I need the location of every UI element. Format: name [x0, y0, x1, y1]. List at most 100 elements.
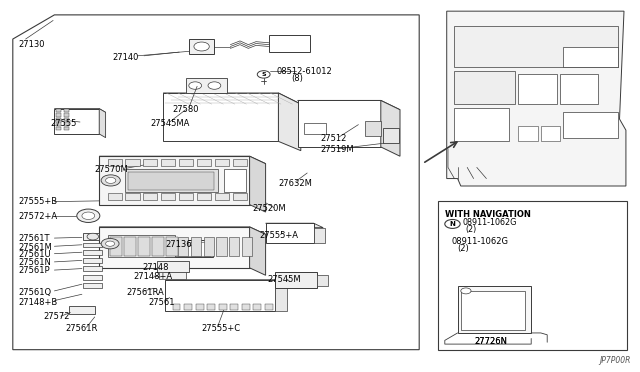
Polygon shape — [163, 93, 278, 141]
Bar — [275, 285, 287, 311]
Circle shape — [106, 241, 115, 246]
Bar — [204, 237, 214, 256]
Bar — [125, 193, 140, 200]
Bar — [110, 237, 122, 256]
Text: 27555+A: 27555+A — [259, 231, 298, 240]
Text: 27561P: 27561P — [18, 266, 49, 275]
Bar — [541, 126, 560, 141]
Circle shape — [461, 288, 471, 294]
Polygon shape — [278, 93, 301, 151]
Bar — [242, 304, 250, 310]
Bar — [56, 109, 61, 112]
Polygon shape — [266, 223, 323, 228]
Bar — [64, 113, 69, 117]
Text: 27561N: 27561N — [18, 258, 51, 267]
Bar — [161, 159, 175, 166]
Polygon shape — [54, 109, 99, 134]
Bar — [365, 121, 381, 136]
Bar — [207, 304, 215, 310]
Text: 27140: 27140 — [112, 53, 138, 62]
Bar — [563, 46, 618, 67]
Bar — [83, 243, 102, 247]
Bar — [563, 112, 618, 138]
Bar — [56, 127, 61, 130]
Text: 27632M: 27632M — [278, 179, 312, 187]
Bar — [179, 193, 193, 200]
Text: 27555: 27555 — [50, 119, 76, 128]
Text: 27136: 27136 — [165, 240, 192, 249]
Bar — [219, 304, 227, 310]
Text: (2): (2) — [465, 225, 477, 234]
Polygon shape — [381, 100, 400, 156]
Text: S: S — [261, 72, 266, 77]
Bar — [125, 169, 218, 192]
Bar — [108, 235, 175, 257]
Bar — [317, 275, 328, 286]
Text: 08512-61012: 08512-61012 — [276, 67, 332, 76]
Text: 27561R: 27561R — [65, 324, 98, 333]
Bar — [83, 250, 102, 255]
Text: 27561RA: 27561RA — [127, 288, 164, 296]
Text: 27555+C: 27555+C — [202, 324, 241, 333]
Bar — [83, 266, 102, 271]
Bar — [184, 304, 192, 310]
Circle shape — [194, 42, 209, 51]
Text: (2): (2) — [458, 244, 469, 253]
Bar — [143, 159, 157, 166]
Bar — [230, 304, 238, 310]
Circle shape — [189, 82, 202, 89]
Circle shape — [87, 233, 99, 240]
Polygon shape — [250, 227, 266, 275]
Bar — [461, 291, 525, 330]
Bar — [64, 127, 69, 130]
Polygon shape — [99, 109, 106, 138]
Bar — [64, 118, 69, 121]
Bar — [165, 280, 275, 311]
Text: 27512: 27512 — [320, 134, 346, 143]
Bar — [56, 118, 61, 121]
Circle shape — [101, 238, 119, 249]
Polygon shape — [99, 156, 250, 205]
Polygon shape — [99, 227, 250, 268]
Bar — [265, 304, 273, 310]
Text: 27130: 27130 — [18, 40, 44, 49]
Circle shape — [208, 82, 221, 89]
Bar — [152, 237, 164, 256]
Text: (8): (8) — [291, 74, 303, 83]
Bar — [143, 193, 157, 200]
Bar — [83, 258, 102, 263]
Bar — [108, 193, 122, 200]
Bar — [108, 159, 122, 166]
Bar — [128, 172, 214, 190]
Bar — [242, 237, 252, 256]
Bar — [458, 286, 531, 333]
Bar — [253, 304, 261, 310]
Text: 27726N: 27726N — [475, 337, 508, 346]
Polygon shape — [13, 15, 419, 350]
Bar — [454, 71, 515, 104]
Bar — [124, 237, 136, 256]
Bar — [215, 193, 229, 200]
Bar — [304, 123, 326, 134]
Bar — [383, 128, 399, 143]
Bar — [56, 122, 61, 126]
Bar — [168, 242, 210, 256]
Text: 27561U: 27561U — [18, 250, 51, 259]
Text: 27561M: 27561M — [18, 243, 52, 252]
Polygon shape — [250, 156, 266, 212]
Circle shape — [106, 177, 116, 183]
Text: 27572: 27572 — [44, 312, 70, 321]
Bar — [454, 26, 618, 67]
Bar — [138, 237, 150, 256]
Bar — [56, 113, 61, 117]
Bar — [196, 304, 204, 310]
Text: 27148+A: 27148+A — [133, 272, 172, 280]
Circle shape — [257, 71, 270, 78]
Bar — [161, 193, 175, 200]
Text: 08911-1062G: 08911-1062G — [451, 237, 508, 246]
Circle shape — [445, 219, 460, 228]
Text: 27561T: 27561T — [18, 234, 49, 243]
Text: 27545MA: 27545MA — [150, 119, 190, 128]
Bar — [266, 223, 314, 243]
Bar — [314, 228, 325, 243]
